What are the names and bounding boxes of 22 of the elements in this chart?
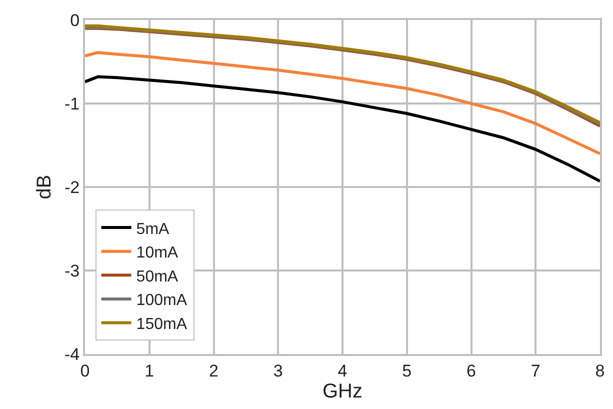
legend-label: 100mA: [136, 292, 188, 310]
x-tick-label: 7: [530, 361, 540, 380]
legend-label: 50mA: [136, 268, 178, 286]
x-tick-label: 6: [466, 361, 476, 380]
line-series: [85, 51, 600, 156]
x-tick-label: 5: [402, 361, 412, 380]
y-tick-label: -1: [64, 94, 80, 114]
x-tick-label: 2: [209, 361, 218, 380]
x-tick-label: 8: [595, 361, 605, 380]
y-tick-label: -4: [64, 344, 80, 364]
legend-label: 10mA: [136, 244, 178, 262]
y-axis-title: dB: [33, 174, 56, 200]
x-axis-title: GHz: [322, 380, 362, 402]
x-tick-label: 4: [338, 361, 348, 380]
y-tick-label: 0: [70, 10, 80, 30]
line-series: [85, 75, 600, 183]
y-tick-label: -3: [64, 261, 80, 280]
legend-label: 150mA: [136, 316, 188, 333]
legend-label: 5mA: [136, 220, 170, 238]
x-tick-label: 1: [144, 361, 154, 380]
x-tick-label: 3: [273, 361, 283, 380]
y-tick-label: -2: [64, 178, 80, 197]
